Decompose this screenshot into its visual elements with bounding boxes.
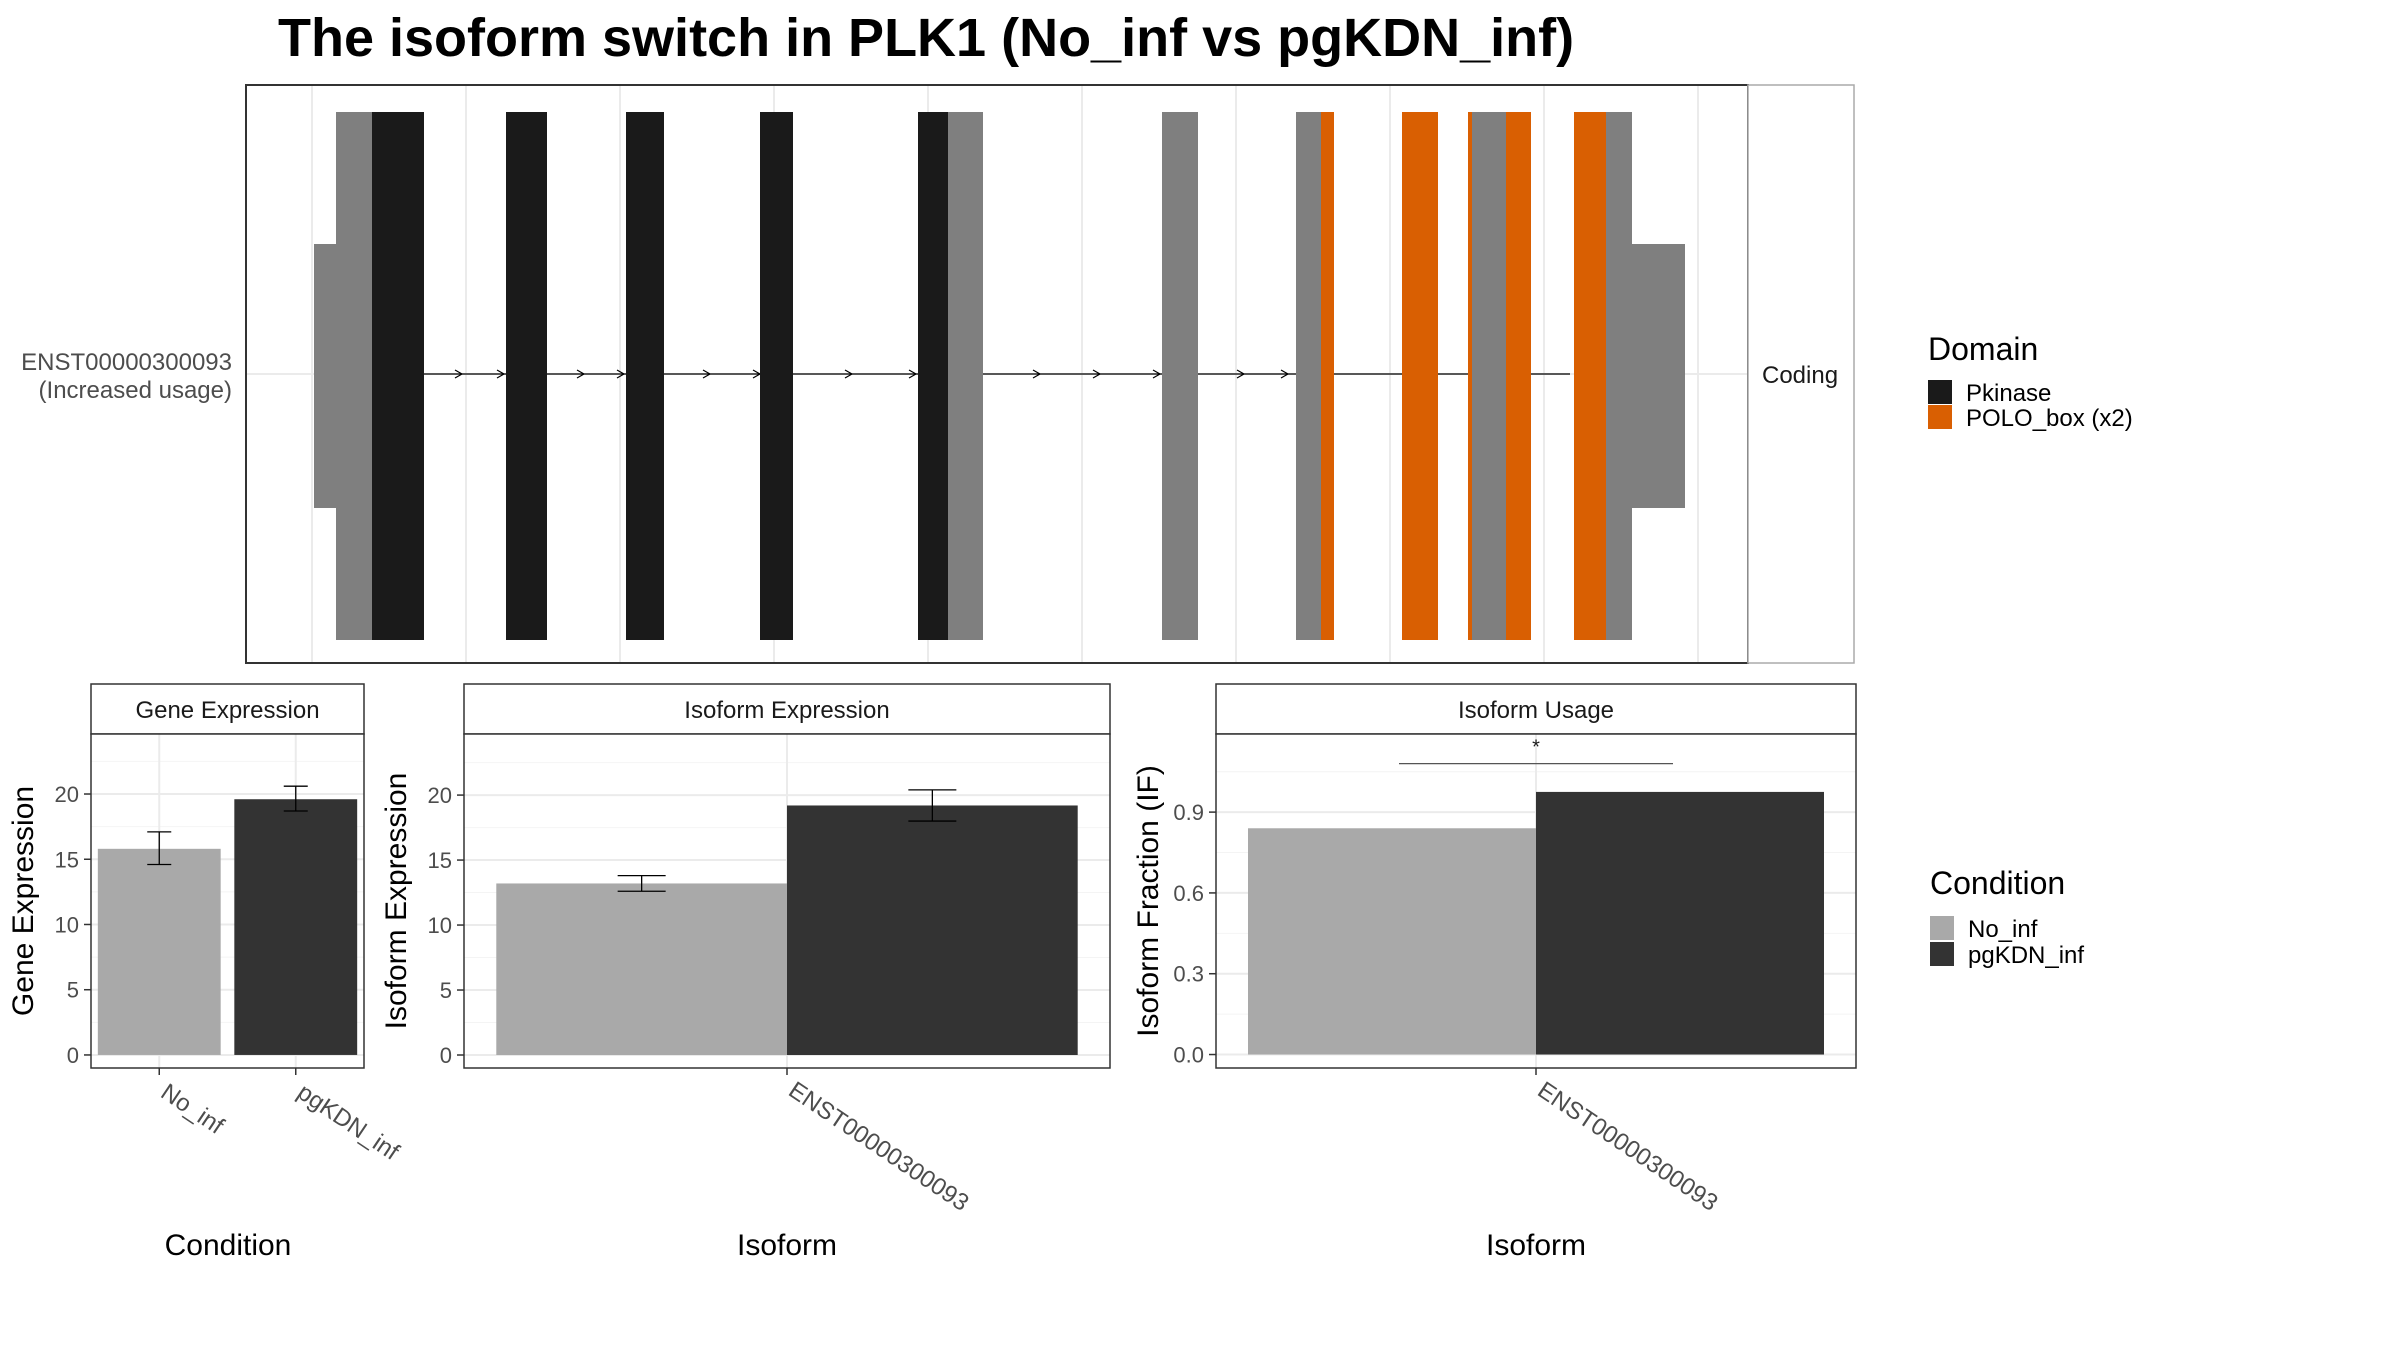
- legend-swatch-polo-box: [1928, 405, 1952, 429]
- intron-arrow: [616, 369, 626, 379]
- panel-strip: [463, 683, 1111, 735]
- bar-no-inf: [1248, 828, 1536, 1055]
- domain-legend: Domain Pkinase POLO_box (x2): [1928, 331, 2133, 432]
- legend-label-pgkdn-inf: pgKDN_inf: [1968, 942, 2084, 969]
- y-tick-label: 0.3: [1173, 962, 1204, 987]
- polo-box-domain-block: [1506, 112, 1531, 640]
- intron-arrow: [1152, 369, 1162, 379]
- intron-arrow: [1092, 369, 1102, 379]
- isoform-expression-panel: Isoform Expression 0 5 10 15 20 ENST0000030009…: [380, 683, 1111, 1262]
- legend-label-polo-box: POLO_box (x2): [1966, 405, 2133, 432]
- condition-legend-title: Condition: [1930, 865, 2065, 901]
- transcript-panel: Coding ENST00000300093 (Increased usage): [21, 84, 1855, 664]
- y-axis-title: Isoform Fraction (IF): [1132, 765, 1165, 1037]
- legend-swatch-pkinase: [1928, 380, 1952, 404]
- y-tick-label: 0.6: [1173, 881, 1204, 906]
- panel-strip-title: Isoform Expression: [684, 697, 889, 724]
- y-tick-label: 5: [440, 978, 452, 1003]
- exon-block: [1472, 112, 1508, 640]
- y-tick-label: 20: [428, 783, 452, 808]
- intron-arrow: [702, 369, 712, 379]
- y-axis-title: Isoform Expression: [380, 773, 413, 1030]
- y-tick-label: 0: [67, 1043, 79, 1068]
- polo-box-domain-block: [1402, 112, 1438, 640]
- polo-box-domain-block: [1574, 112, 1608, 640]
- x-tick-label: ENST00000300093: [1533, 1077, 1723, 1217]
- intron-arrow: [454, 369, 464, 379]
- utr-block: [314, 244, 338, 508]
- condition-legend: Condition No_inf pgKDN_inf: [1930, 865, 2084, 969]
- legend-swatch-no-inf: [1930, 916, 1954, 940]
- x-tick-label: pgKDN_inf: [292, 1079, 404, 1166]
- pkinase-domain-block: [506, 112, 547, 640]
- y-tick-label: 0: [440, 1043, 452, 1068]
- y-tick-label: 10: [428, 913, 452, 938]
- polo-box-domain-block: [1468, 112, 1472, 640]
- y-tick-label: 10: [55, 912, 79, 937]
- y-tick-label: 0.0: [1173, 1043, 1204, 1068]
- x-axis-title: Isoform: [737, 1229, 837, 1262]
- intron-arrow: [1280, 369, 1290, 379]
- strip-label: Coding: [1762, 362, 1838, 389]
- usage-label: (Increased usage): [39, 377, 232, 404]
- exon-block: [336, 112, 374, 640]
- legend-label-pkinase: Pkinase: [1966, 380, 2051, 407]
- bar-no-inf: [97, 848, 221, 1055]
- x-axis-title: Isoform: [1486, 1229, 1586, 1262]
- exon-block: [948, 112, 983, 640]
- intron-arrow: [844, 369, 854, 379]
- gene-expression-panel: Gene Expression 0 5 10 15 20 No_inf pgKDN_inf Co…: [7, 683, 404, 1262]
- x-tick-label: ENST00000300093: [784, 1077, 974, 1217]
- x-axis-title: Condition: [165, 1229, 292, 1262]
- pkinase-domain-block: [372, 112, 424, 640]
- legend-label-no-inf: No_inf: [1968, 916, 2038, 943]
- isoform-usage-panel: Isoform Usage * 0.0 0.3 0.6 0.9 ENST0000030009…: [1132, 683, 1857, 1262]
- panel-strip: [90, 683, 365, 735]
- exon-block: [1606, 112, 1632, 640]
- y-tick-label: 0.9: [1173, 800, 1204, 825]
- panel-strip-title: Gene Expression: [135, 697, 319, 724]
- bar-pgkdn-inf: [234, 799, 358, 1055]
- exon-blocks: [314, 112, 1685, 640]
- exon-block: [1162, 112, 1198, 640]
- bar-pgkdn-inf: [1536, 791, 1824, 1055]
- legend-swatch-pgkdn-inf: [1930, 942, 1954, 966]
- utr-block: [1630, 244, 1685, 508]
- intron-arrow: [496, 369, 506, 379]
- domain-legend-title: Domain: [1928, 331, 2038, 367]
- y-tick-label: 5: [67, 978, 79, 1003]
- intron-arrow: [1236, 369, 1246, 379]
- strip-background: [1747, 84, 1855, 664]
- y-tick-label: 15: [428, 848, 452, 873]
- figure-title: The isoform switch in PLK1 (No_inf vs pg…: [278, 8, 1574, 68]
- intron-arrow: [576, 369, 586, 379]
- significance-marker: *: [1532, 737, 1540, 759]
- bar-no-inf: [496, 883, 787, 1056]
- panel-strip-title: Isoform Usage: [1458, 697, 1614, 724]
- exon-block: [1296, 112, 1323, 640]
- panel-border: [90, 733, 365, 1069]
- y-tick-label: 20: [55, 782, 79, 807]
- pkinase-domain-block: [918, 112, 950, 640]
- panel-strip: [1215, 683, 1857, 735]
- pkinase-domain-block: [626, 112, 664, 640]
- intron-arrow: [1032, 369, 1042, 379]
- pkinase-domain-block: [760, 112, 793, 640]
- bar-pgkdn-inf: [787, 805, 1078, 1056]
- polo-box-domain-block: [1321, 112, 1334, 640]
- x-tick-label: No_inf: [156, 1079, 229, 1140]
- y-axis-title: Gene Expression: [7, 786, 40, 1016]
- y-tick-label: 15: [55, 847, 79, 872]
- isoform-label: ENST00000300093: [21, 349, 232, 376]
- intron-arrow: [908, 369, 918, 379]
